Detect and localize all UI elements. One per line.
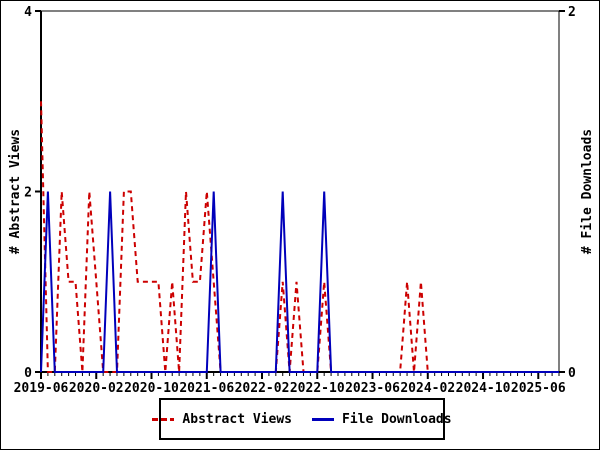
x-axis-tick-label: 2020-02 bbox=[69, 381, 124, 396]
x-axis-tick-label: 2019-06 bbox=[14, 381, 69, 396]
abstract-views-line-sample bbox=[152, 417, 175, 421]
legend-label-file-downloads: File Downloads bbox=[342, 411, 452, 427]
x-axis-tick-label: 2020-10 bbox=[124, 381, 179, 396]
x-axis-tick-label: 2023-06 bbox=[345, 381, 400, 396]
x-axis-tick-label: 2021-06 bbox=[179, 381, 234, 396]
x-axis-tick-label: 2025-06 bbox=[511, 381, 566, 396]
legend: Abstract Views File Downloads bbox=[152, 398, 452, 440]
legend-item-abstract-views: Abstract Views bbox=[152, 412, 292, 427]
legend-item-file-downloads: File Downloads bbox=[312, 412, 452, 427]
left-axis-title: # Abstract Views bbox=[8, 129, 23, 254]
right-axis-tick-label: 0 bbox=[568, 366, 576, 381]
left-axis-tick-label: 2 bbox=[24, 186, 32, 201]
series-line-file-downloads bbox=[40, 191, 559, 373]
x-axis-tick-label: 2024-02 bbox=[400, 381, 455, 396]
x-axis-tick-label: 2022-02 bbox=[235, 381, 290, 396]
left-axis-tick-label: 0 bbox=[24, 366, 32, 381]
right-axis-title: # File Downloads bbox=[580, 129, 595, 254]
x-axis-tick-label: 2024-10 bbox=[456, 381, 511, 396]
series-line-abstract-views bbox=[40, 101, 559, 373]
legend-label-abstract-views: Abstract Views bbox=[182, 411, 292, 427]
right-axis-tick-label: 2 bbox=[568, 5, 576, 20]
file-downloads-line-sample bbox=[312, 417, 334, 421]
x-axis-tick-label: 2022-10 bbox=[290, 381, 345, 396]
left-axis-tick-label: 4 bbox=[24, 5, 32, 20]
